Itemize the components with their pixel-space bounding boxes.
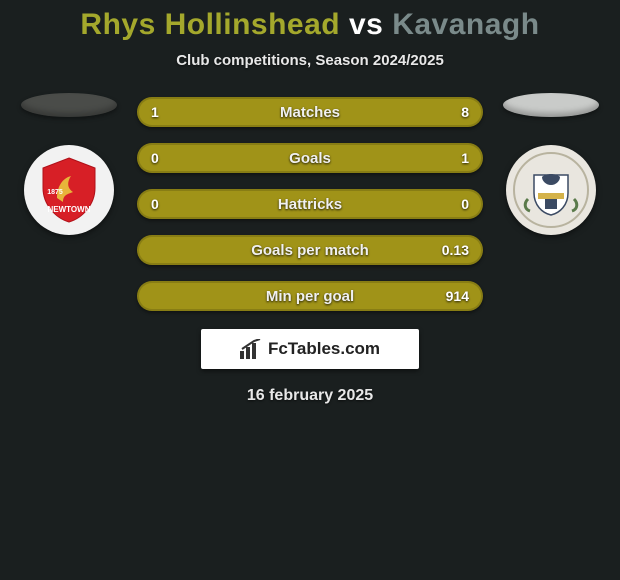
stat-bar: Min per goal 914 [137,281,483,311]
root: Rhys Hollinshead vs Kavanagh Club compet… [0,0,620,405]
stat-label: Min per goal [266,288,354,305]
stat-value-left: 0 [151,196,159,212]
stat-value-right: 0.13 [442,242,469,258]
stat-label: Matches [280,104,340,121]
player2-club-badge [506,145,596,235]
stat-label: Goals per match [251,242,369,259]
comparison-row: NEWTOWN 1875 1Matches80Goals10Hattricks0… [0,93,620,311]
player1-column: NEWTOWN 1875 [19,93,119,235]
title-player1: Rhys Hollinshead [80,8,340,41]
stats-column: 1 Matches 8 0 Goals 1 0 Hattricks 0 Goals per mat… [137,93,483,311]
branding-box: FcTables.com [201,329,419,369]
chart-icon [240,339,262,359]
subtitle: Club competitions, Season 2024/2025 [0,52,620,69]
stat-bar: 1 Matches 8 [137,97,483,127]
svg-text:1875: 1875 [47,189,63,196]
stat-bar: 0 Goals 1 [137,143,483,173]
stat-value-left: 1 [151,104,159,120]
svg-text:NEWTOWN: NEWTOWN [48,205,91,214]
player2-marker [503,93,599,117]
stat-value-right: 1 [461,150,469,166]
stat-label: Hattricks [278,196,342,213]
stat-bar: 0 Hattricks 0 [137,189,483,219]
page-title: Rhys Hollinshead vs Kavanagh [0,8,620,42]
player1-marker [21,93,117,117]
stat-value-right: 0 [461,196,469,212]
crest-icon [512,151,590,229]
stat-label: Goals [289,150,331,167]
player2-column [501,93,601,235]
stat-value-right: 8 [461,104,469,120]
branding-text: FcTables.com [268,339,380,359]
stat-value-left: 0 [151,150,159,166]
player1-club-badge: NEWTOWN 1875 [24,145,114,235]
stat-bar: Goals per match 0.13 [137,235,483,265]
date-text: 16 february 2025 [0,387,620,405]
shield-icon: NEWTOWN 1875 [33,154,105,226]
stat-value-right: 914 [446,288,469,304]
title-vs: vs [349,8,383,41]
title-player2: Kavanagh [392,8,539,41]
